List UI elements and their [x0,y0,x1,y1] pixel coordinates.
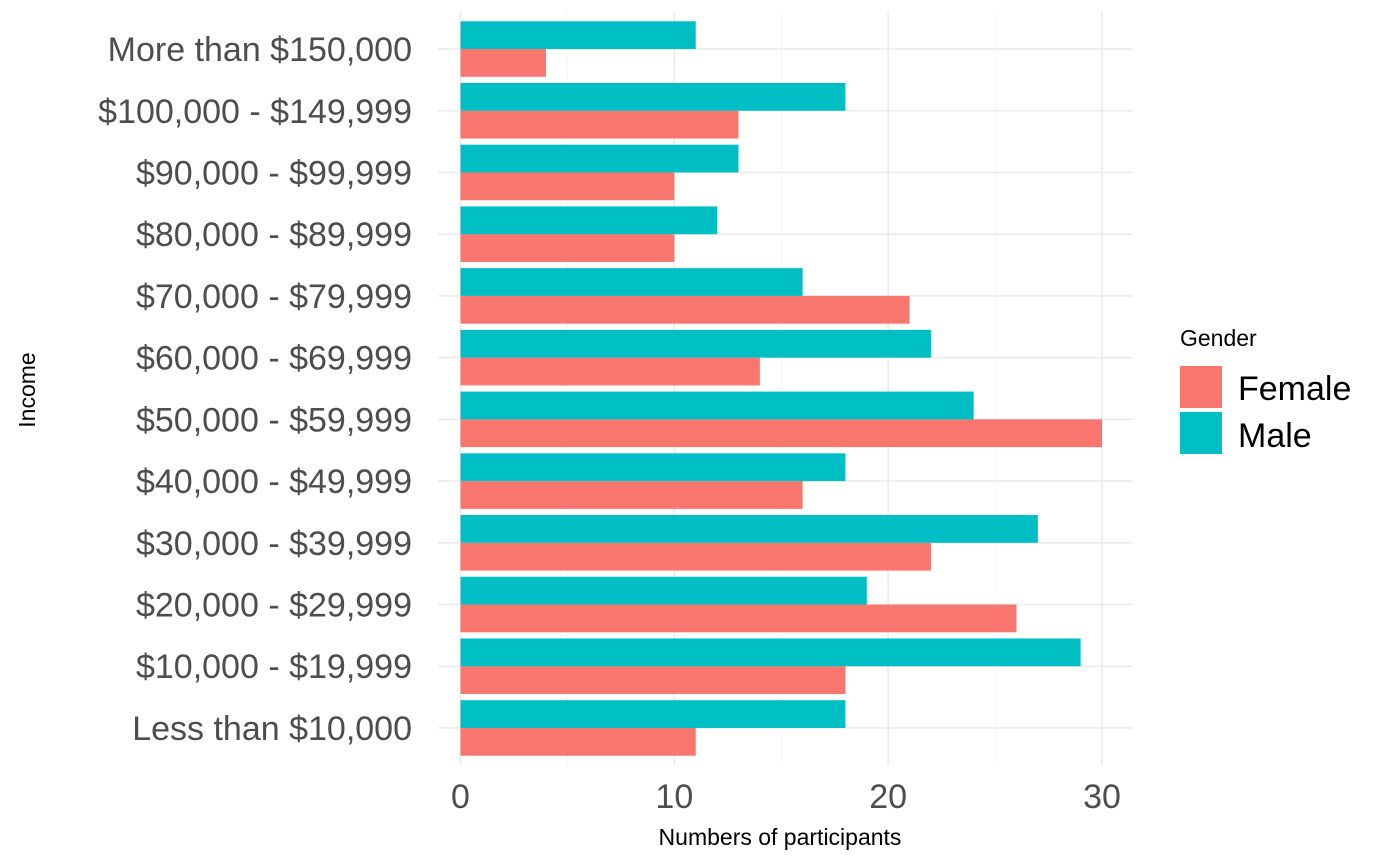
legend-label-female: Female [1238,370,1351,408]
legend-label-male: Male [1238,417,1312,455]
y-tick-label: $60,000 - $69,999 [136,340,412,378]
y-axis-tick-labels: Less than $10,000 $10,000 - $19,999 $20,00… [98,31,412,748]
bar-male-11 [460,21,696,50]
bar-male-10 [460,82,846,111]
bar-female-0 [460,727,696,756]
y-tick-label: $90,000 - $99,999 [136,154,412,192]
x-axis-tick-labels: 0 10 20 30 [451,778,1121,816]
x-tick-label: 30 [1083,778,1121,816]
bar-male-6 [460,329,931,358]
bar-female-1 [460,666,846,695]
bar-female-8 [460,234,675,262]
x-tick-label: 20 [869,778,907,816]
bar-female-7 [460,295,910,324]
y-tick-label: Less than $10,000 [132,710,412,748]
bar-female-5 [460,419,1102,448]
bar-group [460,21,1102,756]
bar-female-3 [460,542,931,571]
x-axis-title: Numbers of participants [659,824,902,850]
bar-female-9 [460,172,675,201]
y-tick-label: $30,000 - $39,999 [136,525,412,563]
y-tick-label: $10,000 - $19,999 [136,648,412,686]
bar-female-2 [460,604,1017,633]
bar-male-2 [460,576,867,605]
y-tick-label: $70,000 - $79,999 [136,278,412,316]
x-tick-label: 10 [655,778,693,816]
x-tick-label: 0 [451,778,470,816]
bar-male-1 [460,638,1081,667]
bar-male-0 [460,700,846,728]
legend-key-male [1180,412,1222,454]
y-tick-label: $50,000 - $59,999 [136,401,412,439]
y-tick-label: $20,000 - $29,999 [136,587,412,625]
y-tick-label: $100,000 - $149,999 [98,93,412,131]
y-tick-label: $40,000 - $49,999 [136,463,412,501]
legend-key-female [1180,366,1222,408]
bar-male-5 [460,391,974,420]
legend: Gender Female Male [1180,325,1351,455]
bar-male-4 [460,453,846,482]
legend-title: Gender [1180,325,1257,351]
y-tick-label: $80,000 - $89,999 [136,216,412,254]
bar-male-7 [460,268,803,296]
bar-female-10 [460,110,739,139]
bar-female-4 [460,481,803,509]
y-tick-label: More than $150,000 [108,31,412,69]
bar-male-3 [460,515,1038,543]
y-axis-title: Income [14,352,40,427]
bar-male-8 [460,206,718,235]
bar-female-6 [460,357,760,386]
bar-male-9 [460,144,739,173]
bar-female-11 [460,49,547,77]
